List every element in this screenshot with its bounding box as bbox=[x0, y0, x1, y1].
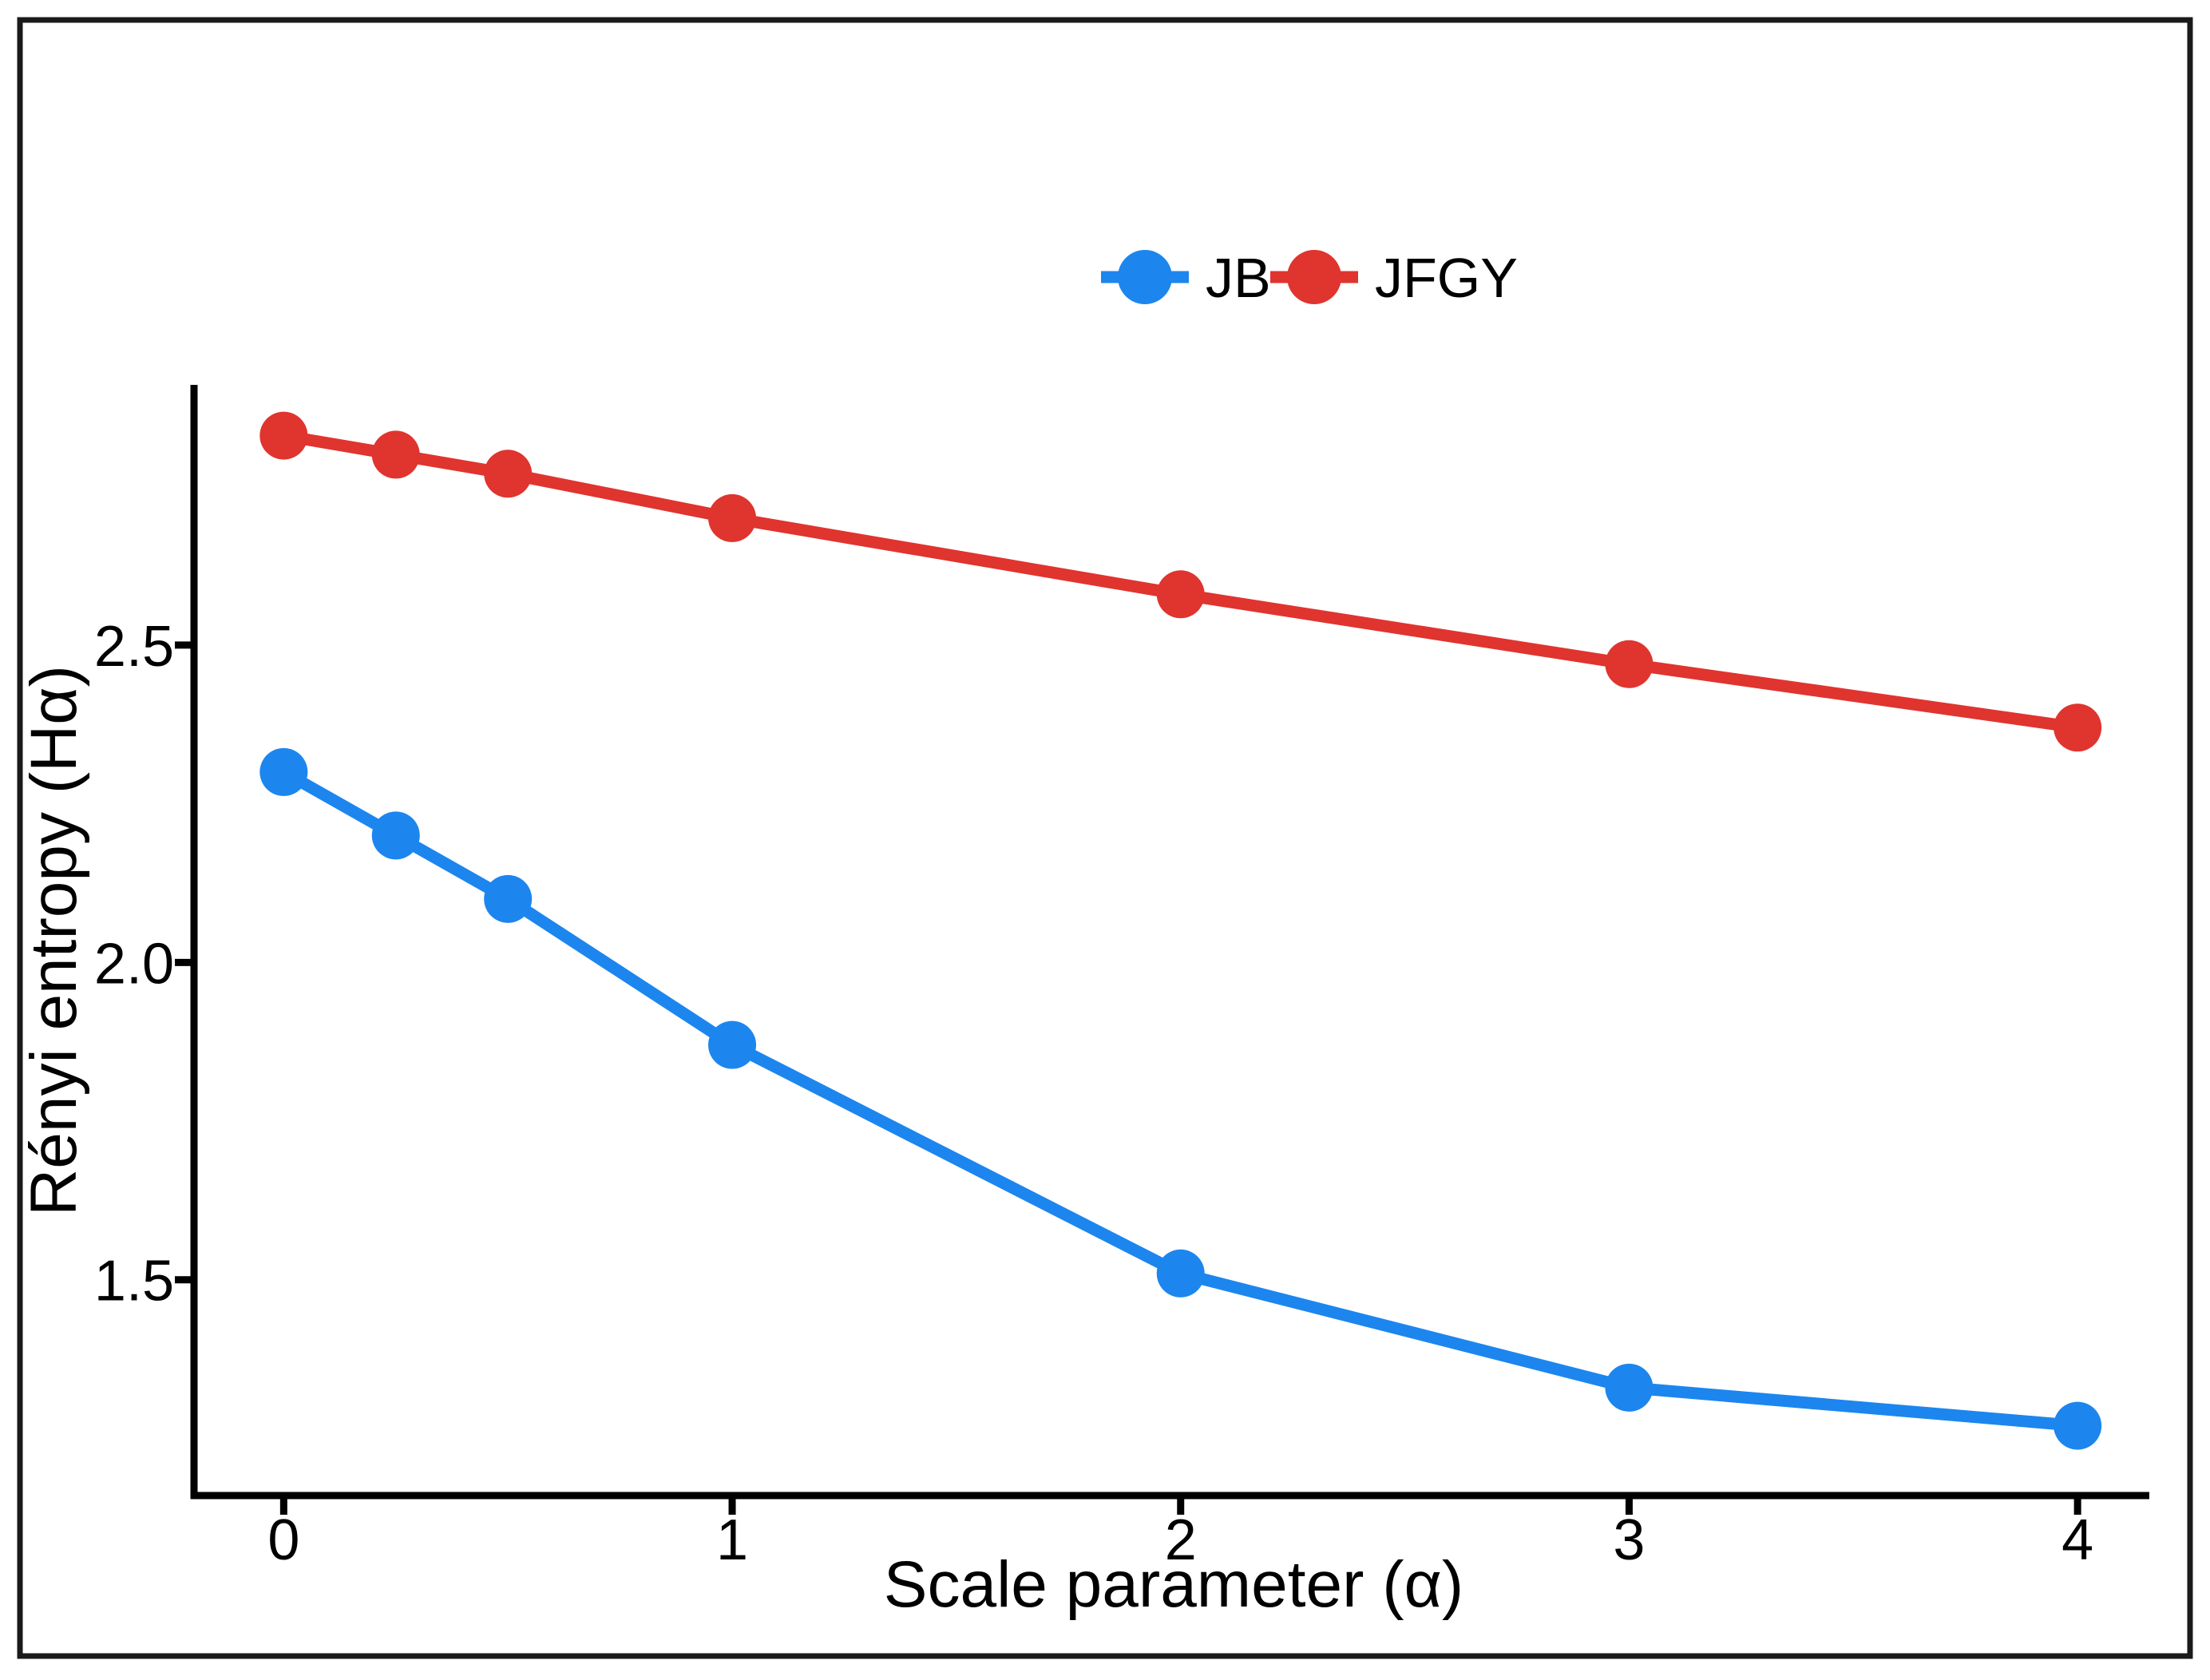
figure-border bbox=[17, 17, 2193, 1659]
x-tick-label: 3 bbox=[1613, 1508, 1645, 1572]
y-tick-label: 2.5 bbox=[94, 615, 174, 679]
data-point-jb bbox=[2054, 1401, 2102, 1450]
data-point-jfgy bbox=[2054, 703, 2102, 752]
legend-label: JFGY bbox=[1375, 247, 1518, 309]
data-point-jfgy bbox=[1156, 570, 1205, 619]
y-tick-label: 1.5 bbox=[94, 1250, 174, 1313]
y-tick-label: 2.0 bbox=[94, 932, 174, 996]
plot-series bbox=[259, 411, 2102, 1450]
data-point-jfgy bbox=[484, 450, 533, 498]
data-point-jb bbox=[371, 811, 420, 860]
data-point-jb bbox=[259, 747, 308, 796]
series-line-jb bbox=[277, 766, 2084, 1432]
legend-key-dot bbox=[1118, 250, 1172, 304]
data-point-jfgy bbox=[371, 430, 420, 479]
x-axis-title: Scale parameter (α) bbox=[884, 1548, 1463, 1621]
legend: JB JFGY bbox=[1101, 247, 1518, 309]
y-axis-ticks: 1.5 2.0 2.5 bbox=[94, 615, 194, 1313]
data-point-jfgy bbox=[1605, 640, 1654, 688]
data-point-jb bbox=[1605, 1363, 1654, 1412]
legend-label: JB bbox=[1206, 247, 1271, 309]
x-tick-label: 4 bbox=[2061, 1508, 2093, 1572]
y-axis-title: Rényi entropy (Hα) bbox=[18, 665, 90, 1216]
x-tick-label: 0 bbox=[267, 1508, 299, 1572]
legend-key-dot bbox=[1287, 250, 1341, 304]
data-point-jb bbox=[1156, 1249, 1205, 1298]
x-tick-label: 2 bbox=[1165, 1508, 1197, 1572]
x-tick-label: 1 bbox=[716, 1508, 748, 1572]
legend-item-jfgy: JFGY bbox=[1270, 247, 1518, 309]
data-point-jb bbox=[484, 874, 533, 923]
data-point-jb bbox=[708, 1020, 757, 1069]
x-axis-ticks: 0 1 2 3 4 bbox=[267, 1496, 2093, 1572]
legend-item-jb: JB bbox=[1101, 247, 1271, 309]
data-point-jfgy bbox=[708, 493, 757, 542]
data-point-jfgy bbox=[259, 411, 308, 460]
